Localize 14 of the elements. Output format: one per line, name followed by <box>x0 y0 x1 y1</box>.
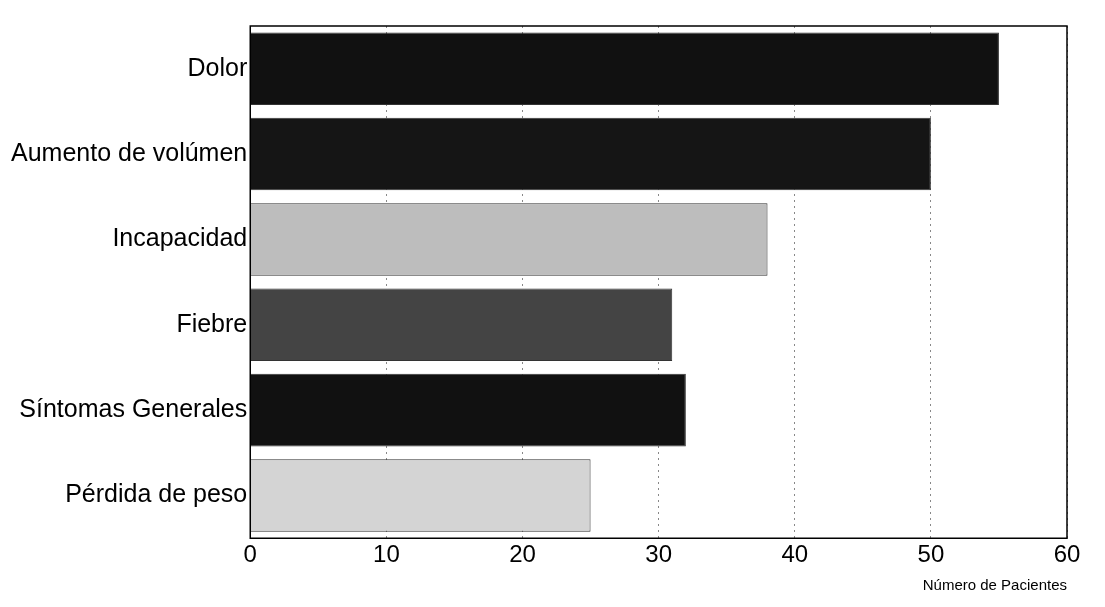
x-tick-label: 30 <box>645 540 672 568</box>
x-tick-label: 50 <box>917 540 945 568</box>
y-tick-label: Fiebre <box>176 308 248 337</box>
x-tick-label: 40 <box>781 540 809 568</box>
y-tick-label: Aumento de volúmen <box>10 137 248 166</box>
x-tick-label: 0 <box>243 540 257 568</box>
y-tick-label: Dolor <box>187 52 248 81</box>
y-tick-label: Pérdida de peso <box>65 479 248 508</box>
x-tick-label: 10 <box>373 540 400 568</box>
x-axis-title: Número de Pacientes <box>922 576 1067 594</box>
y-tick-label: Síntomas Generales <box>19 394 248 423</box>
y-tick-label: Incapacidad <box>112 223 248 252</box>
x-tick-label: 60 <box>1053 540 1081 568</box>
x-tick-label: 20 <box>509 540 536 568</box>
